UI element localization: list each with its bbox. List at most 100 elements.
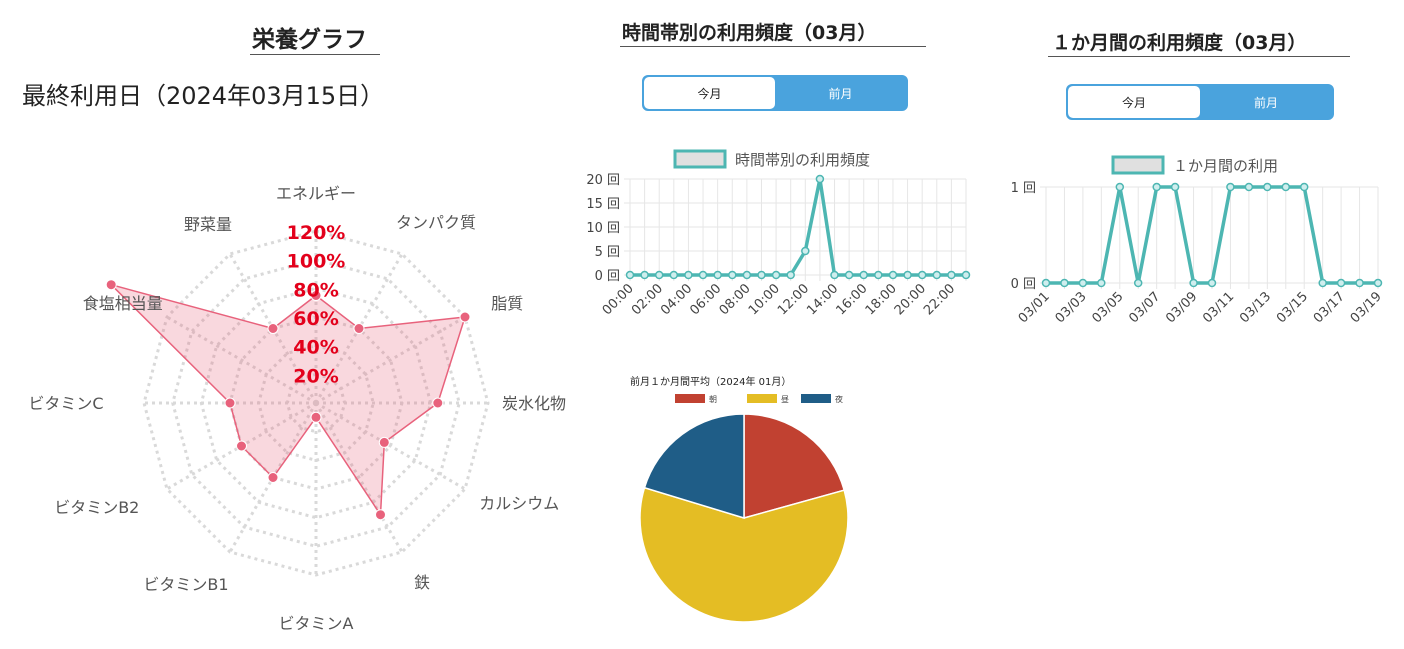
radar-grid-ring [142,229,490,577]
radar-data-point [236,440,247,452]
series-point [961,270,971,280]
series-point [1133,278,1143,288]
previous-month-button[interactable]: 前月 [828,86,853,101]
series-point [932,270,942,280]
y-tick-label: 5 回 [595,245,620,260]
x-tick-label: 03/19 [1348,289,1385,326]
nutrition-graph-title: 栄養グラフ [252,27,367,53]
x-tick-label: 08:00 [717,281,754,318]
series-point [669,270,679,280]
monthly-usage-line-chart: 0 回1 回03/01 03/03 03/05 03/07 03/09 03/11 03/1… [1011,155,1385,326]
series-point [844,270,854,280]
y-tick-label: 1 回 [1011,181,1036,196]
series-point [1041,278,1051,288]
x-tick-label: 14:00 [804,281,841,318]
month-toggle-monthly: 今月 前月 [1066,84,1334,120]
radar-data-point [353,323,365,334]
series-point [1318,278,1327,288]
month-toggle-hourly: 今月 前月 [642,75,908,111]
hourly-frequency-title: 時間帯別の利用頻度（03月） [622,22,877,44]
radar-data-point [267,323,279,334]
pie-legend-label: 朝 [709,395,717,404]
series-point [1263,182,1272,192]
x-tick-label: 03/09 [1163,289,1200,326]
series-point [640,270,649,280]
last-used-date: 最終利用日（2024年03月15日） [22,82,385,110]
x-tick-label: 22:00 [921,281,958,318]
radar-data-point [105,279,117,291]
series-point [654,270,664,280]
x-tick-label: 10:00 [746,281,783,318]
radar-axis-label: 野菜量 [184,215,232,234]
radar-data-point [310,411,322,423]
pie-legend-swatch [747,394,777,403]
radar-axis-label: 脂質 [491,294,523,313]
series-point [874,270,883,280]
series-point [801,246,810,256]
hourly-usage-line-chart: 0 回 5 回 10 回 15 回 20 回 00:0002:0004:0006:0008… [586,149,971,318]
radar-axis-label: カルシウム [479,494,559,513]
current-month-button[interactable]: 今月 [1068,86,1200,118]
x-tick-label: 02:00 [629,281,666,318]
series-point [728,270,737,280]
series-point [1355,278,1364,288]
radar-spoke [166,315,317,405]
x-tick-label: 20:00 [892,281,929,318]
series-point [1152,182,1161,192]
y-tick-label: 10 回 [586,221,620,236]
x-tick-label: 03/15 [1274,289,1311,326]
y-tick-label: 20 回 [586,173,620,188]
radar-axis-label: タンパク質 [396,213,476,232]
radar-spoke [315,315,466,405]
series-point [1097,278,1106,288]
pie-slice [743,413,846,519]
series-point [1115,182,1125,192]
x-tick-label: 00:00 [600,281,637,318]
x-tick-label: 03/03 [1053,289,1090,326]
legend-label: 時間帯別の利用頻度 [735,151,870,169]
radar-scale-label: 120% [287,222,346,244]
radar-data-point [267,472,279,483]
x-tick-label: 03/11 [1200,289,1237,326]
series-point [625,270,635,280]
series-point [1299,182,1309,192]
series-point [859,270,868,280]
x-tick-label: 03/07 [1126,289,1163,326]
previous-month-button[interactable]: 前月 [1253,95,1278,110]
radar-axis-label: ビタミンB2 [54,498,139,517]
series-point [830,270,839,280]
pie-legend-swatch [801,394,831,403]
radar-axis-label: エネルギー [276,184,356,203]
series-point [1170,182,1180,192]
radar-data-point [375,509,386,521]
pie-slice [639,486,849,623]
radar-scale-label: 20% [293,365,338,387]
x-tick-label: 03/17 [1311,289,1348,326]
series-point [786,270,795,280]
series-point [917,270,927,280]
pie-legend-swatch [675,394,705,403]
series-point [771,270,781,280]
current-month-button[interactable]: 今月 [644,77,775,109]
series-point [1078,278,1088,288]
meal-distribution-pie-chart: 前月１か月間平均（2024年 01月） 朝 昼 夜 [630,375,849,623]
radar-axis-label: 鉄 [414,573,430,592]
radar-axis-label: 食塩相当量 [83,294,163,313]
x-tick-label: 18:00 [863,281,900,318]
radar-axis-label: 炭水化物 [502,394,566,413]
series-point [947,270,956,280]
series-point [903,270,912,280]
legend-label: １か月間の利用 [1173,157,1278,175]
radar-scale-label: 80% [293,279,338,301]
x-tick-label: 03/13 [1237,289,1274,326]
series-point [1226,182,1235,192]
x-tick-label: 03/05 [1090,289,1127,326]
radar-axis-label: ビタミンA [279,614,354,633]
radar-data-point [432,397,444,409]
radar-axis-label: ビタミンB1 [143,575,228,594]
x-tick-label: 12:00 [775,281,812,318]
y-tick-label: 0 回 [1011,277,1036,292]
series-point [1207,278,1217,288]
monthly-frequency-title: １か月間の利用頻度（03月） [1052,32,1307,54]
x-tick-label: 06:00 [687,281,724,318]
